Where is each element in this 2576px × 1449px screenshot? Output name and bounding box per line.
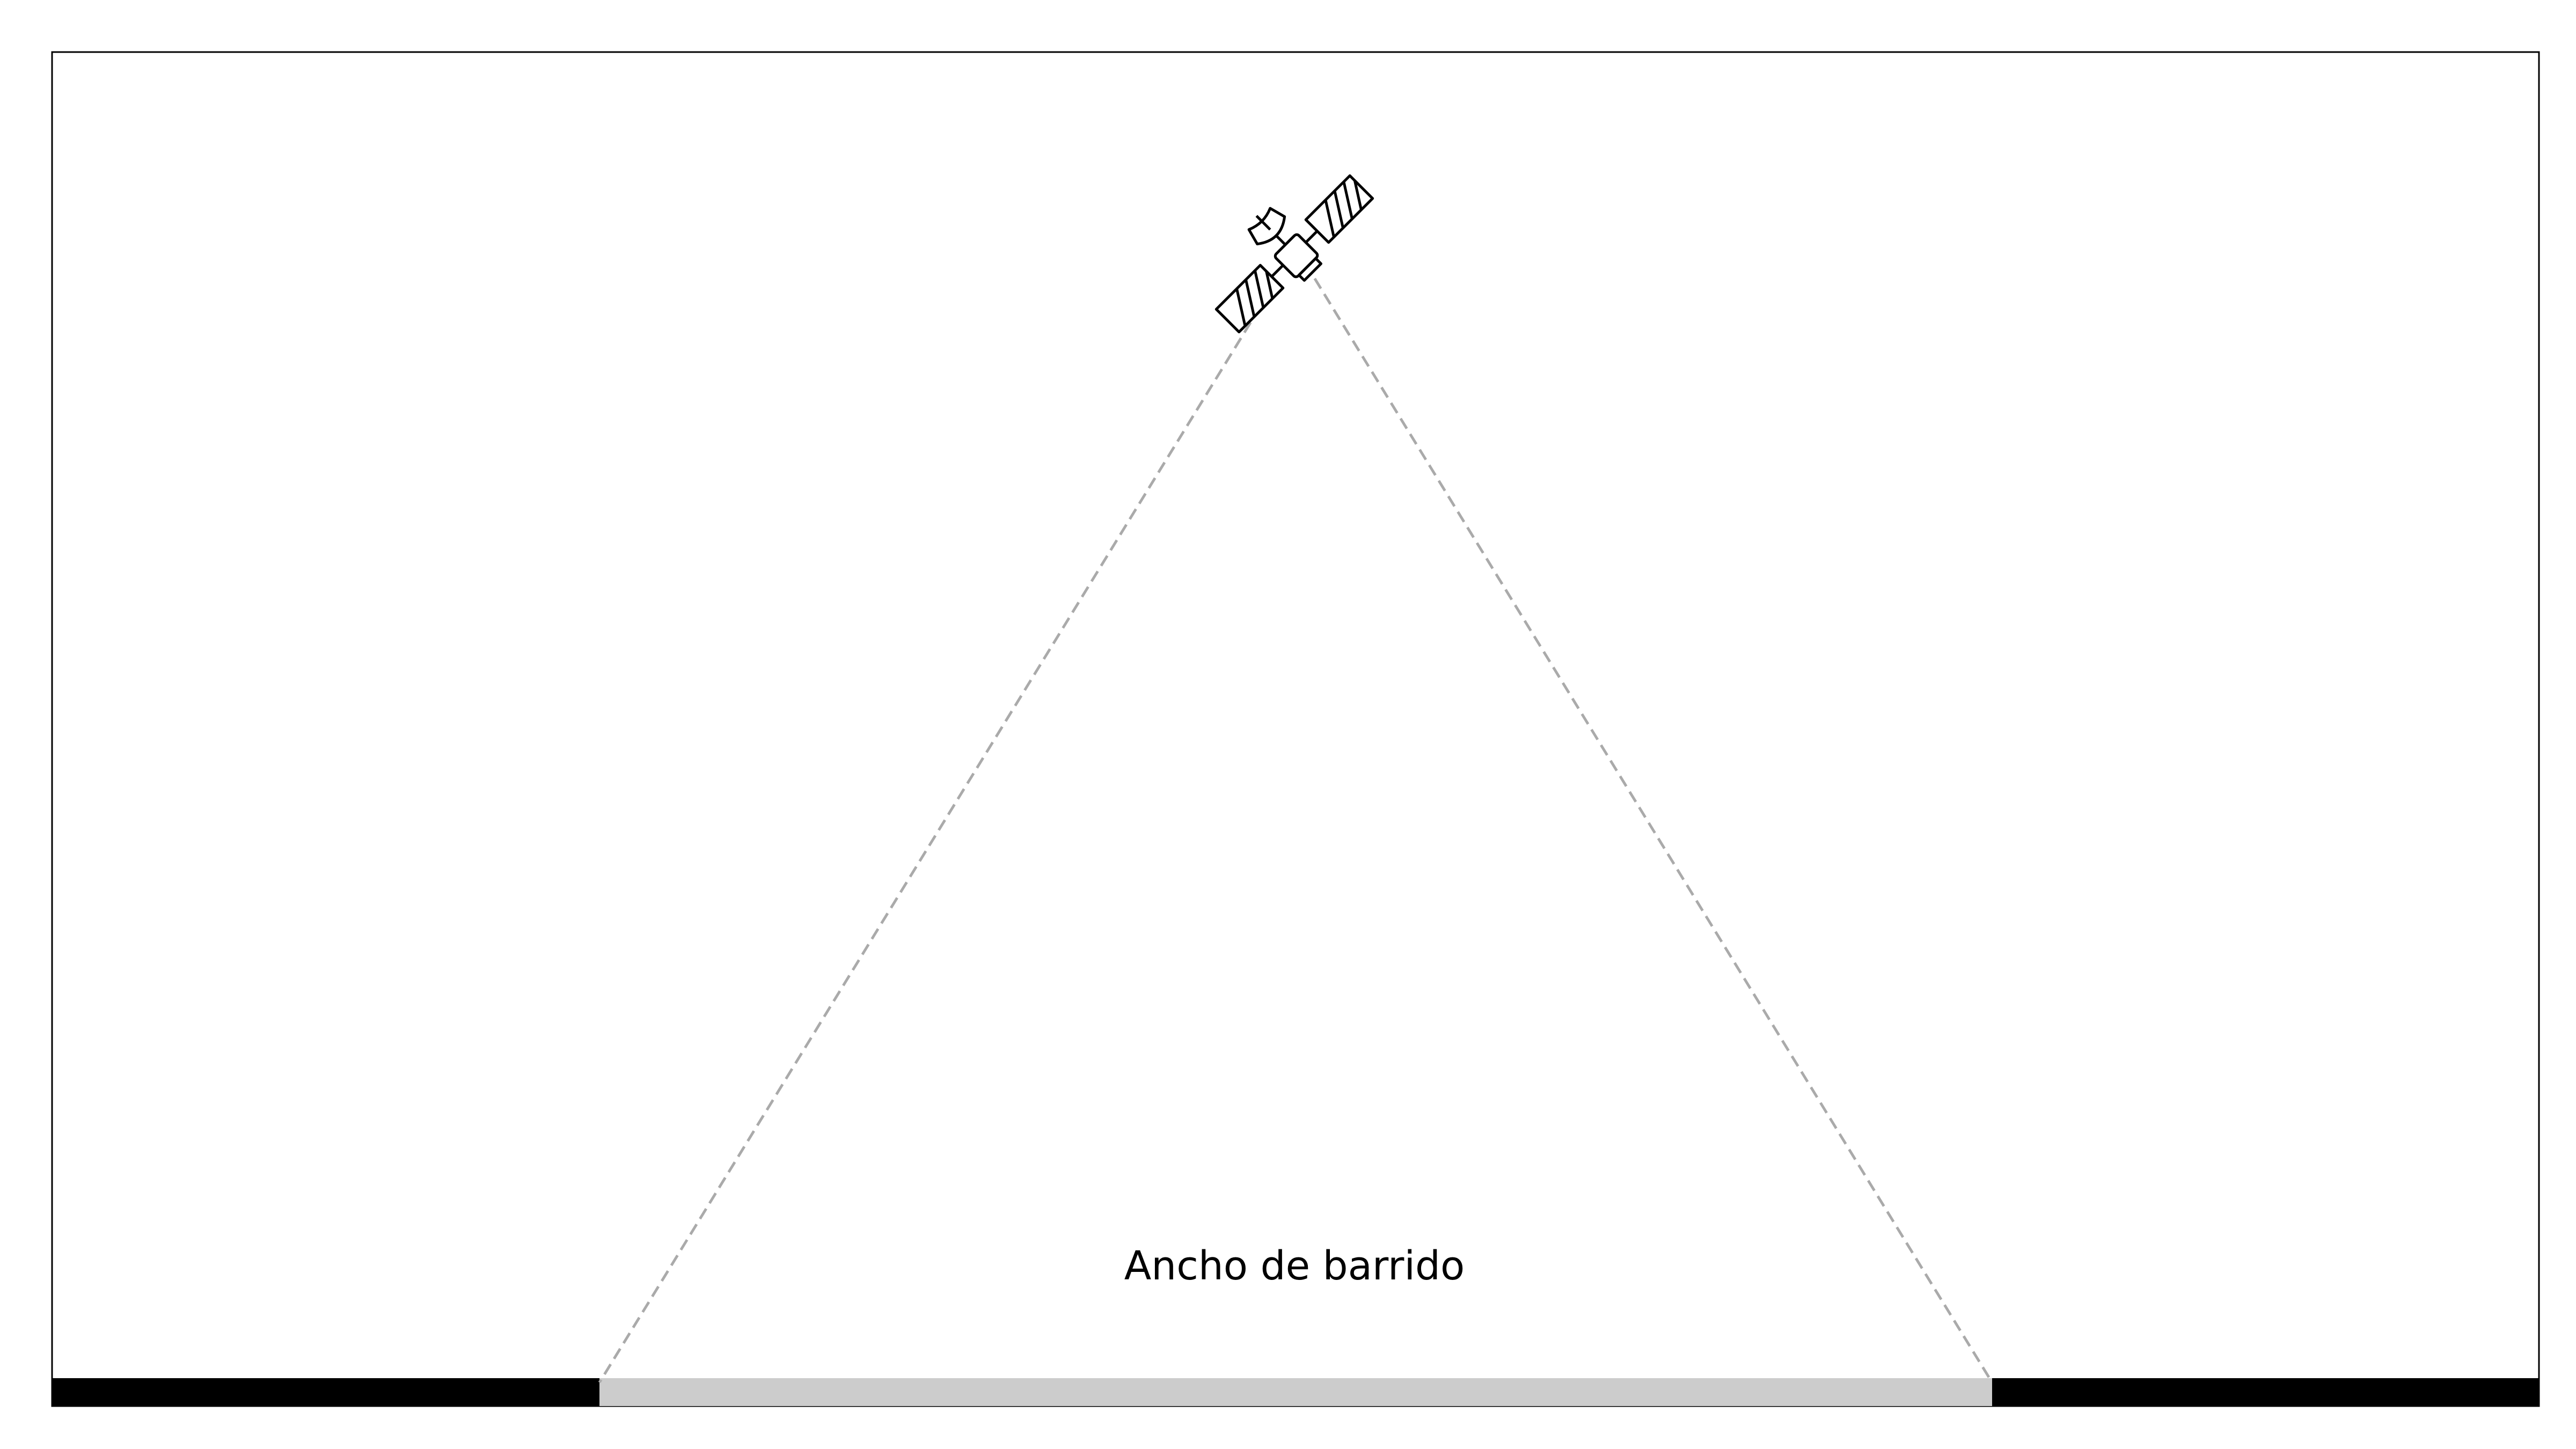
satellite-icon	[1214, 174, 1374, 334]
swath-width-label: Ancho de barrido	[1124, 1243, 1465, 1289]
panel-strut-left	[1270, 264, 1284, 278]
antenna-feed	[1255, 215, 1271, 231]
panel-strut-right	[1305, 230, 1319, 244]
solar-panel-left	[1214, 264, 1285, 334]
beam-edge-right	[1304, 262, 1994, 1384]
ground-strip-left	[52, 1378, 599, 1406]
satellite-base	[1297, 257, 1322, 282]
beam-edge-left	[598, 306, 1262, 1384]
swath-footprint	[599, 1378, 1992, 1406]
ground-strip-right	[1992, 1378, 2539, 1406]
solar-panel-right	[1304, 174, 1374, 244]
